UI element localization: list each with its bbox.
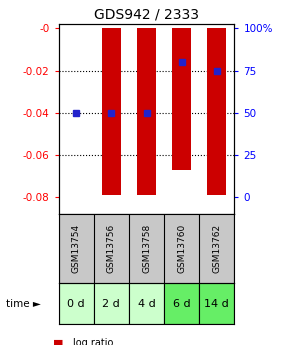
Text: 14 d: 14 d bbox=[205, 299, 229, 308]
Bar bbox=[172, 28, 191, 170]
Text: 2 d: 2 d bbox=[103, 299, 120, 308]
Text: GSM13760: GSM13760 bbox=[177, 224, 186, 273]
Bar bbox=[94, 283, 129, 324]
Title: GDS942 / 2333: GDS942 / 2333 bbox=[94, 8, 199, 22]
Bar bbox=[137, 28, 156, 195]
Bar bbox=[199, 283, 234, 324]
Text: 4 d: 4 d bbox=[138, 299, 155, 308]
Bar bbox=[129, 283, 164, 324]
Text: 0 d: 0 d bbox=[67, 299, 85, 308]
Text: 6 d: 6 d bbox=[173, 299, 190, 308]
Text: GSM13762: GSM13762 bbox=[212, 224, 221, 273]
Text: GSM13756: GSM13756 bbox=[107, 224, 116, 273]
Text: GSM13754: GSM13754 bbox=[72, 224, 81, 273]
Text: log ratio: log ratio bbox=[73, 338, 114, 345]
Bar bbox=[59, 283, 94, 324]
Bar bbox=[164, 283, 199, 324]
Text: time ►: time ► bbox=[6, 299, 41, 308]
Bar bbox=[102, 28, 121, 195]
Text: ■: ■ bbox=[53, 338, 63, 345]
Text: GSM13758: GSM13758 bbox=[142, 224, 151, 273]
Bar bbox=[207, 28, 226, 195]
